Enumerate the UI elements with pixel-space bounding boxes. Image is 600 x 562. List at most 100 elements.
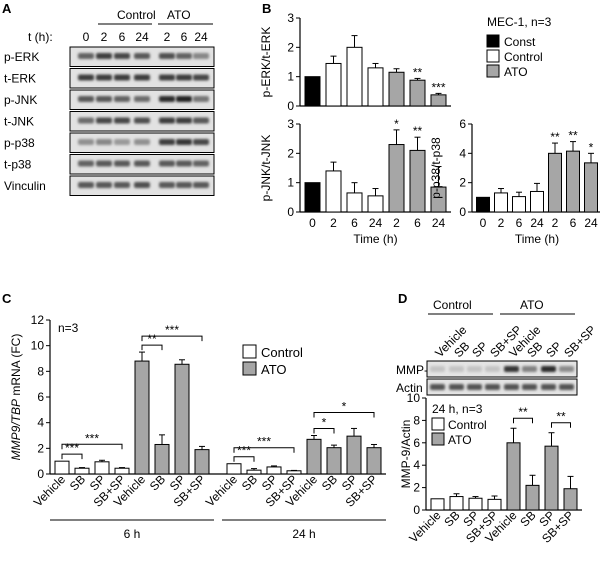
- x-tick-label: SB: [441, 508, 462, 529]
- blot-a-row-label: p-JNK: [4, 93, 37, 107]
- bar: [194, 449, 210, 475]
- significance-label: ***: [85, 431, 99, 445]
- y-tick-label: 6: [459, 117, 466, 131]
- bar: [566, 150, 580, 213]
- legend-c: Control ATO: [242, 344, 303, 377]
- blot-band: [159, 74, 175, 81]
- bar: [325, 62, 342, 107]
- significance-label: **: [556, 410, 566, 424]
- significance-bracket: [61, 443, 123, 450]
- significance-bracket: [141, 335, 203, 342]
- significance-bracket: [513, 417, 533, 424]
- x-tick-label: Vehicle: [406, 508, 443, 545]
- y-tick-label: 0: [459, 205, 466, 219]
- bar: [388, 71, 405, 107]
- significance-label: *: [394, 117, 399, 131]
- significance-label: **: [147, 332, 157, 346]
- significance-label: *: [322, 416, 327, 430]
- chart-d: 0246810VehicleSBSPSB+SPVehicleSBSPSB+SP*…: [399, 391, 582, 546]
- blot-band: [430, 366, 445, 372]
- blot-d-row-label: MMP-9: [396, 363, 435, 377]
- bar: [366, 447, 382, 475]
- x-tick-label: 6: [516, 216, 523, 230]
- blot-band: [485, 384, 500, 390]
- blot-band: [176, 139, 192, 145]
- bar: [409, 149, 426, 213]
- x-tick-label: 2: [393, 216, 400, 230]
- x-tick-label: SB: [67, 472, 88, 493]
- bar: [544, 445, 559, 511]
- blot-band: [176, 96, 192, 102]
- bar: [325, 170, 342, 213]
- bar: [506, 442, 521, 511]
- blot-band: [176, 53, 192, 59]
- legend-swatch: [486, 64, 500, 78]
- significance-label: ***: [165, 323, 179, 337]
- blot-band: [134, 53, 150, 59]
- legend-b-title: MEC-1, n=3: [487, 15, 552, 29]
- blot-a-timepoint: 24: [194, 30, 208, 44]
- legend-swatch: [431, 417, 445, 431]
- blot-band: [522, 366, 537, 372]
- blot-band: [176, 74, 192, 81]
- blot-d-lane-label: SB+SP: [561, 323, 598, 360]
- blot-band: [559, 366, 574, 372]
- bar: [346, 435, 362, 475]
- bar: [304, 76, 321, 107]
- legend-swatch: [431, 432, 445, 446]
- x-tick-label: 2: [330, 216, 337, 230]
- legend-swatch: [486, 49, 500, 63]
- blot-a-timepoint: 2: [164, 30, 171, 44]
- x-axis-label: Time (h): [515, 232, 559, 246]
- blot-band: [176, 160, 192, 167]
- panel-label-d: D: [398, 291, 407, 306]
- x-tick-label: 24: [432, 216, 446, 230]
- legend-label: ATO: [261, 362, 287, 377]
- blot-band: [78, 96, 94, 102]
- y-axis-label: p-JNK/t-JNK: [259, 135, 273, 202]
- significance-label: ***: [237, 444, 251, 458]
- bar: [388, 144, 405, 213]
- x-tick-label: SB: [517, 508, 538, 529]
- chart-d-title: 24 h, n=3: [432, 402, 483, 416]
- blot-band: [193, 74, 209, 81]
- significance-bracket: [313, 411, 375, 418]
- blot-a-timepoint: 2: [101, 30, 108, 44]
- blot-band: [78, 74, 94, 81]
- legend-label: Control: [261, 345, 303, 360]
- y-axis-label: MMP-9/Actin: [399, 420, 413, 489]
- blot-band: [193, 139, 209, 145]
- significance-label: **: [550, 130, 560, 144]
- bar: [226, 463, 242, 475]
- x-tick-label: 24: [369, 216, 383, 230]
- panel-label-c: C: [2, 291, 12, 306]
- blot-band: [541, 366, 556, 372]
- bar: [54, 460, 70, 475]
- blot-band: [159, 96, 175, 102]
- blot-band: [78, 53, 94, 59]
- bar: [134, 360, 150, 475]
- legend-swatch: [242, 344, 257, 359]
- bar: [174, 363, 190, 475]
- bar: [584, 162, 598, 213]
- blot-band: [78, 139, 94, 145]
- x-tick-label: 6: [570, 216, 577, 230]
- blot-band: [193, 117, 209, 124]
- blot-a-row-label: p-ERK: [4, 50, 39, 64]
- y-tick-label: 2: [37, 441, 44, 455]
- blot-d-row-label: Actin: [396, 381, 423, 395]
- chart-c: 024681012VehicleSBSPSB+SPVehicleSBSPSB+S…: [9, 313, 386, 541]
- blot-band: [134, 160, 150, 167]
- significance-label: *: [342, 399, 347, 413]
- legend-swatch: [242, 361, 257, 376]
- significance-bracket: [313, 428, 335, 434]
- blot-band: [430, 384, 445, 390]
- blot-a-timepoint: 0: [83, 30, 90, 44]
- blot-band: [78, 182, 94, 188]
- blot-d-strip: [426, 378, 578, 396]
- y-tick-label: 10: [31, 339, 45, 353]
